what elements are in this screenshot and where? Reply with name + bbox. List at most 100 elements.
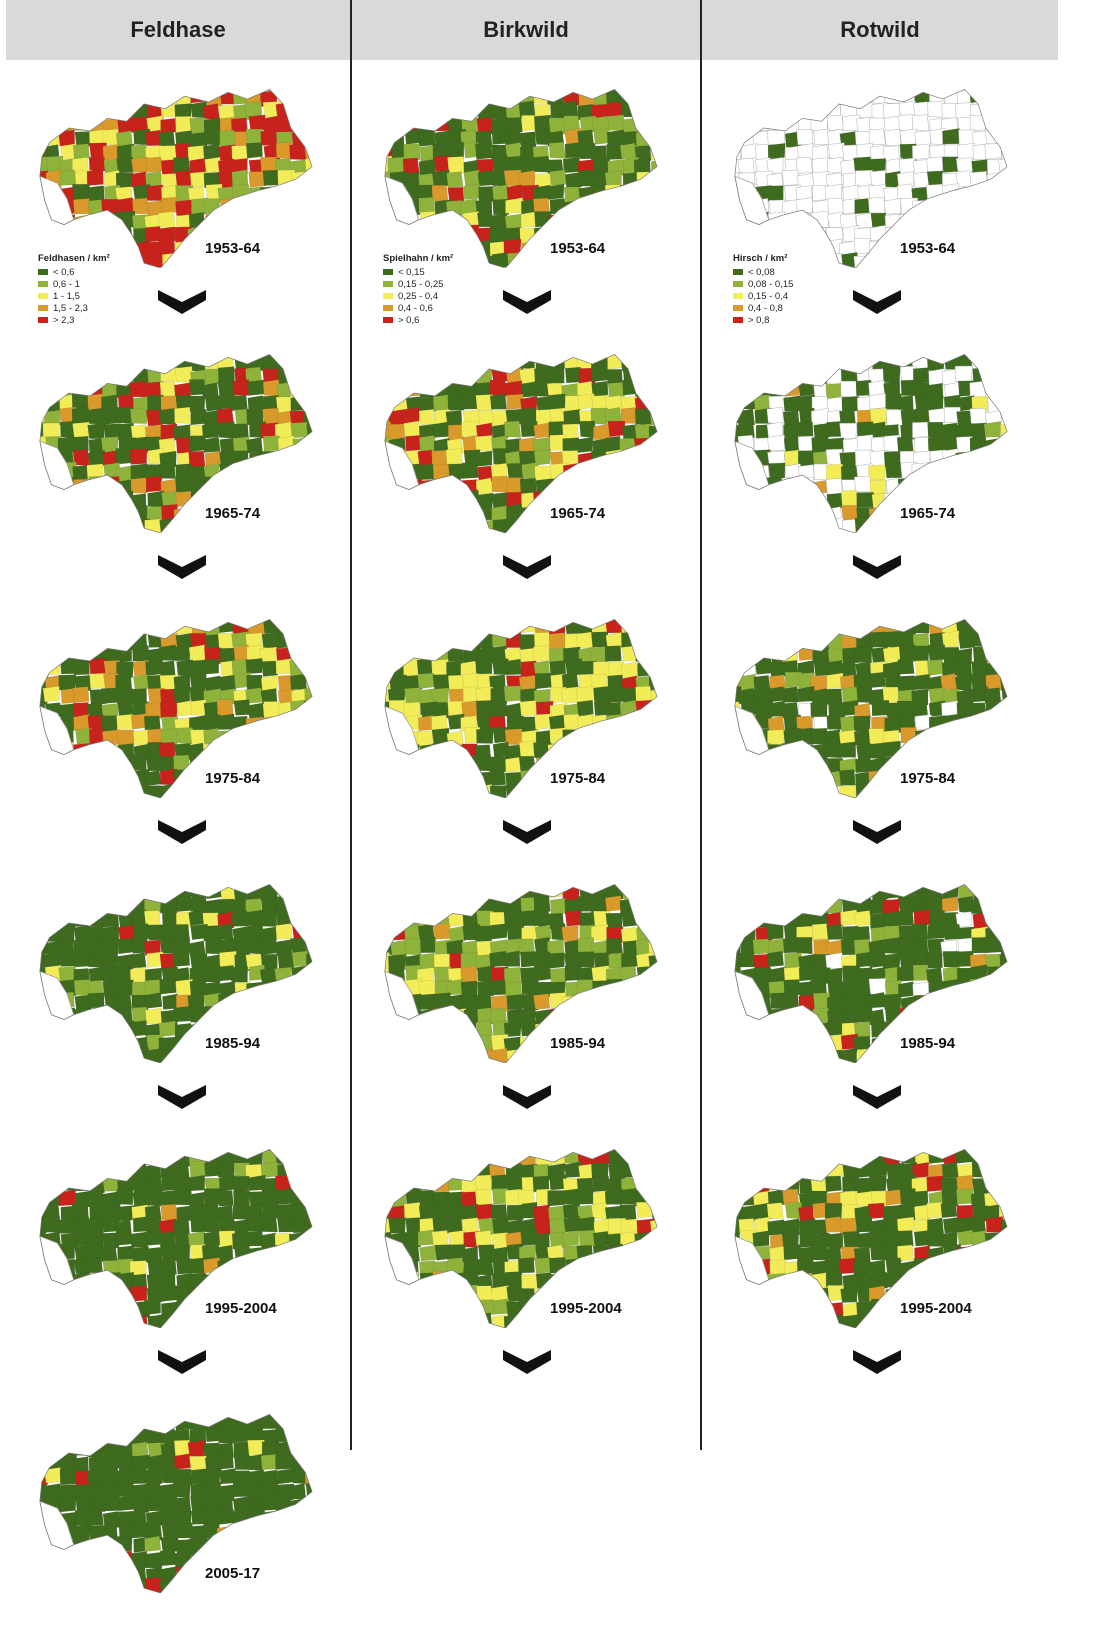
district-cell — [305, 993, 313, 1010]
district-cell — [734, 130, 743, 147]
district-cell — [305, 396, 313, 413]
district-cell — [812, 884, 829, 899]
district-cell — [262, 169, 280, 186]
district-cell — [433, 1149, 451, 1151]
district-cell — [519, 619, 537, 634]
district-cell — [826, 1232, 844, 1249]
district-cell — [737, 633, 755, 650]
district-cell — [651, 103, 658, 120]
district-cell — [274, 895, 292, 912]
district-cell — [289, 715, 306, 732]
district-cell — [261, 1469, 278, 1486]
district-cell — [738, 784, 756, 798]
district-cell — [259, 1553, 277, 1570]
district-cell — [43, 506, 61, 523]
district-cell — [769, 966, 787, 983]
district-cell — [536, 75, 552, 89]
district-cell — [926, 1202, 944, 1219]
district-cell — [941, 461, 959, 479]
district-cell — [900, 1149, 918, 1164]
district-cell — [387, 896, 405, 913]
district-cell — [561, 686, 579, 703]
district-cell — [305, 728, 313, 745]
district-cell — [754, 658, 772, 675]
district-cell — [955, 464, 973, 481]
district-cell — [384, 200, 391, 217]
district-cell — [462, 506, 481, 523]
district-cell — [781, 212, 799, 229]
district-cell — [418, 423, 437, 440]
district-cell — [173, 644, 191, 662]
district-cell — [854, 354, 872, 370]
district-cell — [432, 214, 450, 231]
district-cell — [39, 1258, 47, 1275]
district-cell — [839, 741, 857, 758]
district-cell — [766, 172, 784, 189]
district-cell — [304, 1414, 313, 1432]
district-cell — [291, 254, 309, 268]
district-cell — [276, 1272, 294, 1289]
district-cell — [784, 1315, 803, 1328]
district-cell — [897, 619, 914, 623]
district-cell — [927, 421, 945, 439]
district-cell — [969, 978, 988, 995]
district-cell — [304, 923, 313, 941]
district-cell — [175, 116, 192, 133]
district-cell — [118, 89, 136, 92]
district-cell — [533, 114, 551, 131]
district-cell — [260, 885, 278, 902]
district-cell — [492, 355, 510, 372]
district-cell — [146, 156, 163, 173]
district-cell — [734, 490, 743, 507]
district-cell — [520, 1020, 538, 1037]
density-map — [39, 884, 313, 1063]
district-cell — [217, 1161, 235, 1178]
district-cell — [129, 1260, 147, 1277]
legend: Hirsch / km² < 0,08 0,08 - 0,15 0,15 - 0,4 0… — [733, 253, 793, 326]
district-cell — [304, 884, 313, 886]
district-cell — [734, 630, 744, 648]
district-cell — [416, 1160, 435, 1177]
district-cell — [648, 505, 658, 522]
district-cell — [176, 1272, 194, 1290]
district-cell — [970, 239, 988, 256]
district-cell — [45, 910, 62, 927]
district-cell — [131, 1315, 149, 1328]
district-cell — [534, 1009, 552, 1026]
district-cell — [274, 619, 292, 621]
district-cell — [39, 1565, 49, 1582]
district-cell — [101, 938, 120, 955]
district-cell — [490, 1204, 508, 1221]
district-cell — [985, 1216, 1004, 1233]
district-cell — [432, 1020, 450, 1038]
district-cell — [288, 1231, 307, 1248]
district-cell — [911, 478, 929, 496]
district-cell — [304, 434, 313, 451]
district-cell — [291, 995, 309, 1012]
district-cell — [39, 938, 48, 955]
district-cell — [650, 464, 658, 481]
district-cell — [985, 619, 1003, 634]
district-cell — [384, 1176, 394, 1193]
district-cell — [58, 103, 77, 120]
district-cell — [739, 1162, 757, 1179]
district-cell — [998, 782, 1008, 798]
district-cell — [842, 1231, 860, 1248]
district-cell — [984, 437, 1002, 455]
district-cell — [303, 1149, 313, 1164]
district-cell — [305, 212, 313, 229]
district-cell — [102, 1549, 120, 1566]
district-cell — [561, 672, 579, 689]
district-cell — [88, 475, 106, 493]
district-cell — [100, 1245, 118, 1262]
district-cell — [619, 228, 637, 245]
district-cell — [633, 1033, 651, 1050]
district-cell — [173, 754, 191, 772]
district-cell — [621, 199, 639, 216]
district-cell — [246, 1050, 263, 1063]
district-cell — [649, 212, 658, 230]
district-cell — [263, 783, 281, 798]
legend-label: 1,5 - 2,3 — [53, 302, 88, 314]
district-cell — [434, 225, 452, 242]
district-cell — [998, 520, 1008, 533]
